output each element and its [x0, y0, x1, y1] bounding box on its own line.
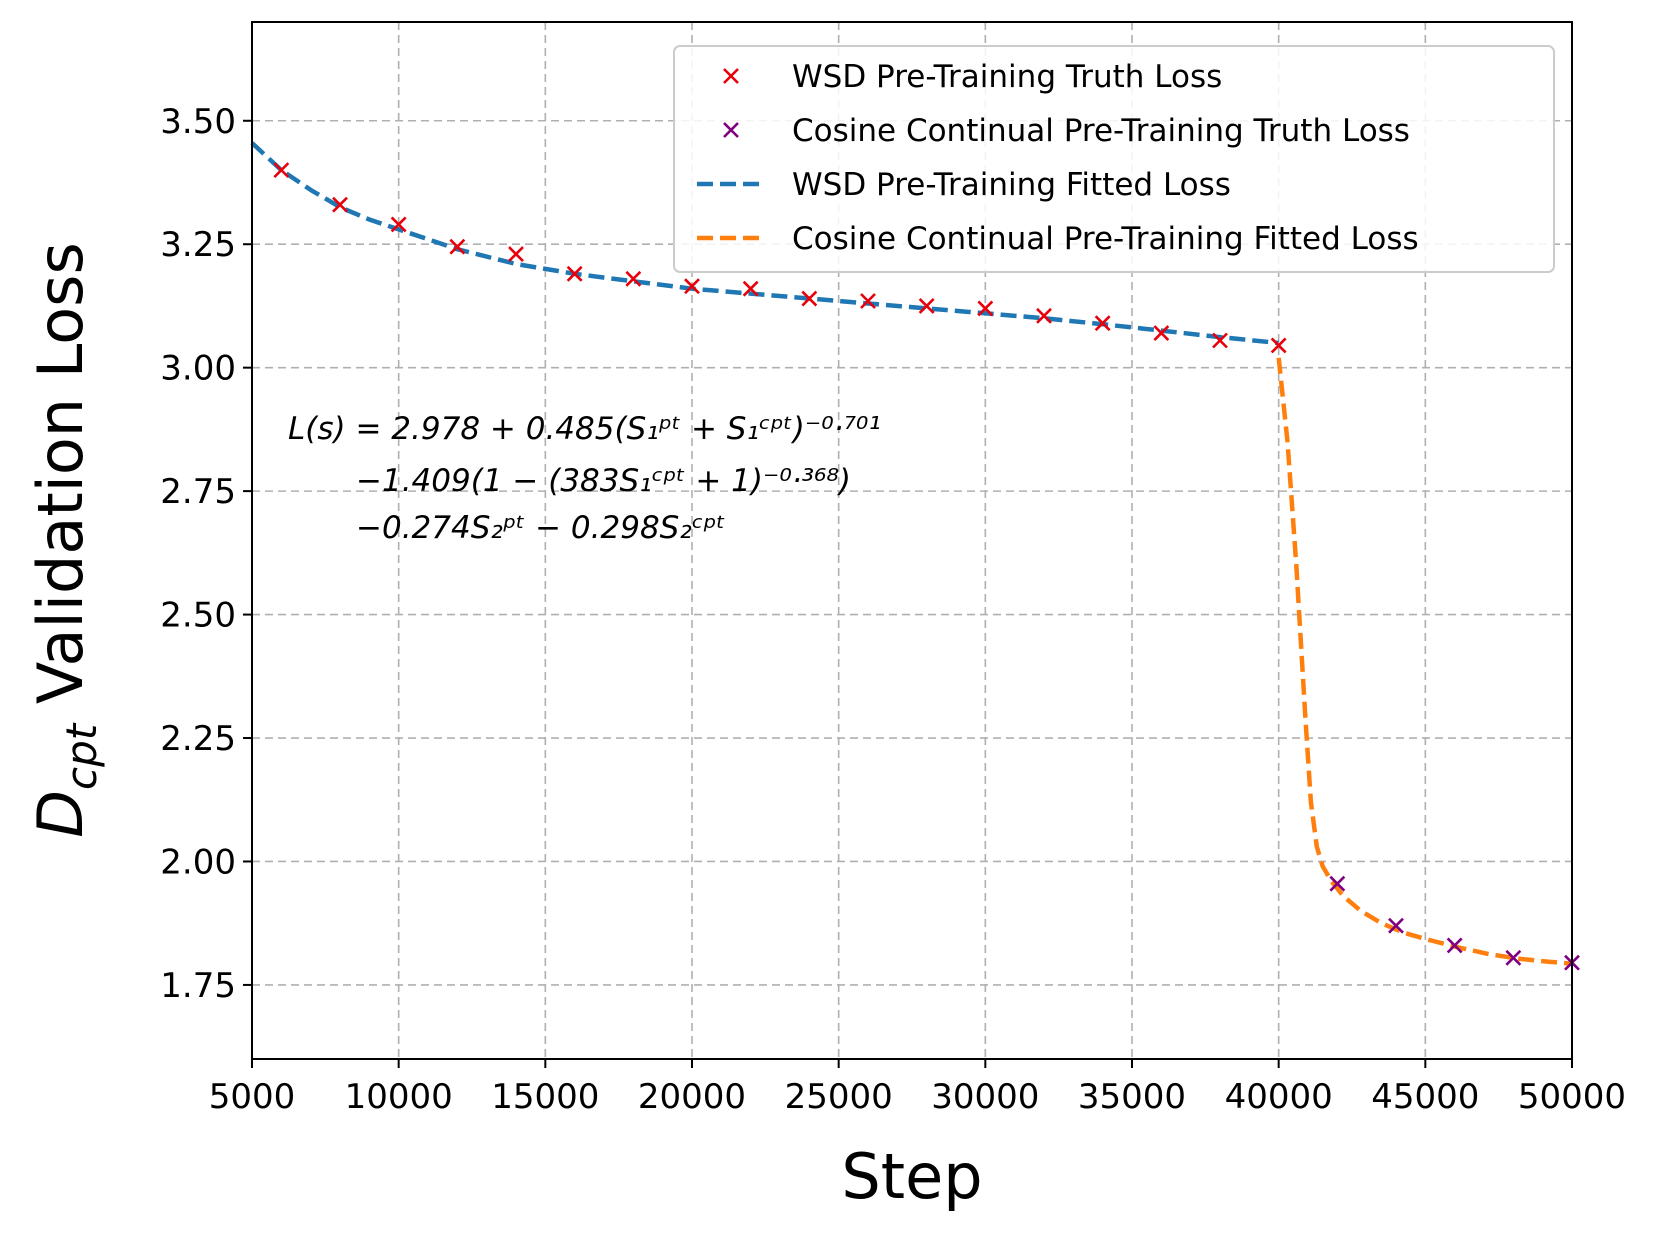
equation-line-2: −1.409(1 − (383S₁ᶜᵖᵗ + 1)⁻⁰·³⁶⁸): [356, 463, 851, 499]
cosine_fit-line: [1276, 357, 1573, 966]
y-axis-title-main: D: [24, 790, 97, 838]
wsd_truth-point: [390, 216, 407, 233]
x-tick-label: 10000: [345, 1077, 453, 1117]
legend-label: Cosine Continual Pre-Training Fitted Los…: [792, 221, 1419, 257]
legend: WSD Pre-Training Truth Loss Cosine Contin…: [673, 45, 1555, 273]
legend-label: WSD Pre-Training Truth Loss: [792, 59, 1222, 95]
wsd_truth-point: [918, 298, 935, 314]
y-tick-label: 1.75: [160, 966, 236, 1006]
cosine_truth-point: [1446, 937, 1463, 954]
wsd_truth-point: [801, 290, 818, 307]
x-tick-label: 15000: [491, 1077, 599, 1117]
legend-marker-wsd_truth: [723, 68, 739, 84]
y-tick-label: 3.00: [160, 349, 236, 389]
legend-box: [673, 45, 1555, 273]
wsd_truth-point: [273, 162, 290, 179]
legend-label: Cosine Continual Pre-Training Truth Loss: [792, 113, 1410, 149]
y-tick-label: 2.25: [160, 719, 236, 759]
y-tick-label: 2.50: [160, 596, 236, 636]
wsd_truth-point: [1153, 325, 1170, 342]
wsd_truth-point: [742, 280, 759, 297]
cosine_truth-point: [1388, 917, 1404, 934]
series-markers: [273, 162, 1580, 971]
equation-line-1: L(s) = 2.978 + 0.485(S₁ᵖᵗ + S₁ᶜᵖᵗ)⁻⁰·⁷⁰¹: [288, 411, 881, 447]
wsd_truth-point: [860, 293, 876, 309]
plot-frame: [251, 21, 1573, 1060]
y-axis-title: Dcpt Validation Loss: [24, 242, 106, 838]
cosine_truth-point: [1505, 949, 1522, 966]
x-tick-label: 30000: [931, 1077, 1039, 1117]
y-tick-label: 2.75: [160, 472, 236, 512]
x-tick-label: 35000: [1078, 1077, 1186, 1117]
wsd_truth-point: [1094, 315, 1111, 332]
x-tick-label: 25000: [785, 1077, 893, 1117]
axis-tick-labels: 5000 10000 15000 20000 25000 30000 35000 40000 4…: [160, 102, 1626, 1117]
x-tick-label: 45000: [1371, 1077, 1479, 1117]
legend-label: WSD Pre-Training Fitted Loss: [792, 167, 1231, 203]
y-axis-title-rest: Validation Loss: [24, 242, 97, 724]
wsd_truth-point: [1212, 332, 1228, 349]
y-axis-title-sub: cpt: [57, 722, 106, 790]
axis-ticks: [243, 119, 1573, 1068]
x-tick-label: 20000: [638, 1077, 746, 1117]
wsd_truth-point: [684, 278, 700, 295]
wsd_truth-point: [977, 300, 994, 317]
wsd_truth-point: [1036, 307, 1052, 324]
fit-equation: L(s) = 2.978 + 0.485(S₁ᵖᵗ + S₁ᶜᵖᵗ)⁻⁰·⁷⁰¹…: [288, 411, 881, 546]
x-axis-title: Step: [841, 1140, 982, 1213]
wsd_fit-line: [250, 141, 1279, 346]
y-tick-label: 3.25: [160, 225, 236, 265]
wsd_truth-point: [1270, 337, 1287, 354]
x-tick-label: 40000: [1225, 1077, 1333, 1117]
x-tick-label: 50000: [1518, 1077, 1626, 1117]
wsd_truth-point: [449, 238, 466, 255]
wsd_truth-point: [566, 265, 583, 282]
x-tick-label: 5000: [209, 1077, 296, 1117]
legend-marker-cosine_truth: [723, 122, 739, 138]
wsd_truth-point: [332, 196, 348, 213]
y-tick-label: 3.50: [160, 102, 236, 142]
wsd_truth-point: [508, 246, 524, 263]
equation-line-3: −0.274S₂ᵖᵗ − 0.298S₂ᶜᵖᵗ: [356, 510, 726, 546]
series-lines: [250, 141, 1573, 966]
cosine_truth-point: [1329, 875, 1346, 892]
wsd_truth-point: [625, 270, 642, 287]
y-tick-label: 2.00: [160, 842, 236, 882]
